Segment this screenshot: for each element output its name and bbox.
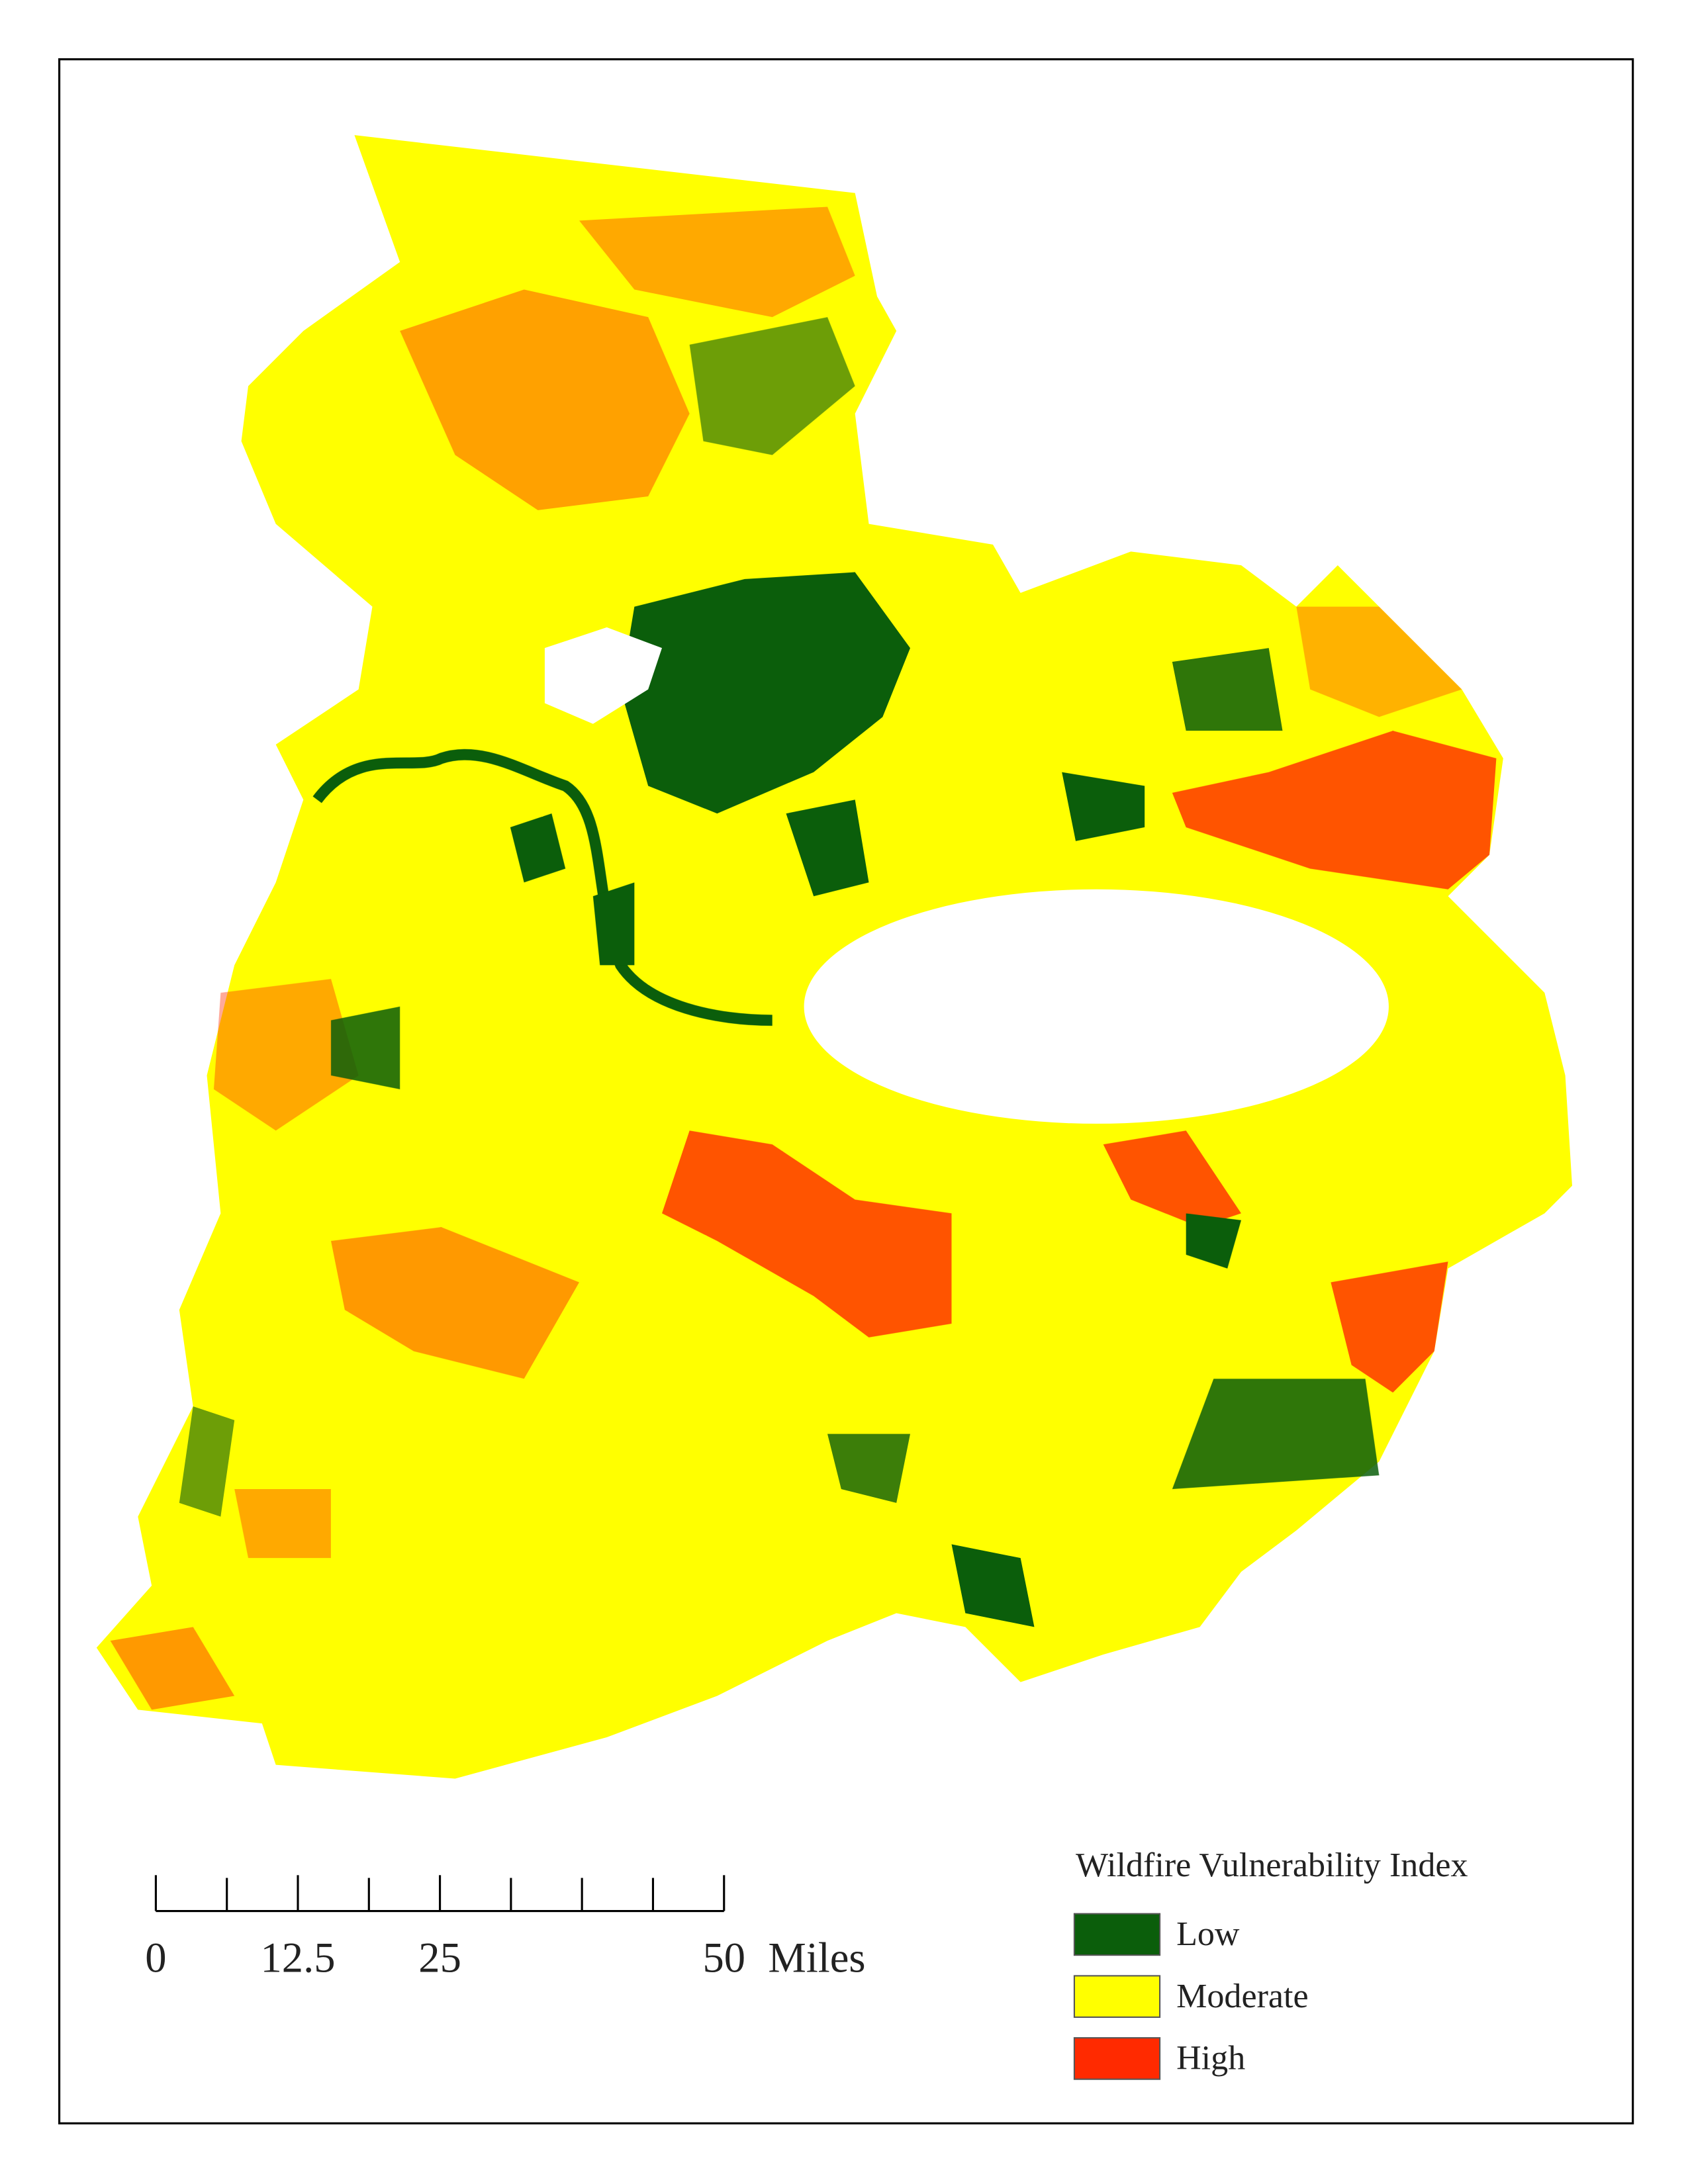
legend-label: Moderate	[1176, 1978, 1309, 2015]
scale-label: 50	[702, 1933, 745, 1981]
low-patches	[179, 317, 1380, 1627]
lake	[544, 627, 662, 724]
lake	[804, 889, 1389, 1124]
scale-label: 25	[418, 1933, 461, 1981]
legend-swatch	[1073, 1975, 1161, 2018]
scale-unit: Miles	[768, 1933, 865, 1981]
scale-label: 12.5	[260, 1933, 335, 1981]
legend-title: Wildfire Vulnerability Index	[1076, 1846, 1468, 1884]
scale-minor-ticks	[226, 1878, 655, 1911]
legend-swatch	[1073, 2037, 1161, 2080]
scale-label: 0	[145, 1933, 166, 1981]
scale-bar: 0 12.5 25 50 Miles	[145, 1875, 866, 1981]
legend: Wildfire Vulnerability Index Low Moderate…	[1073, 1846, 1468, 2080]
legend-label: High	[1176, 2040, 1245, 2077]
region-map	[96, 135, 1573, 1779]
legend-swatch	[1073, 1913, 1161, 1956]
legend-label: Low	[1176, 1915, 1240, 1953]
high-patches	[110, 206, 1497, 1710]
